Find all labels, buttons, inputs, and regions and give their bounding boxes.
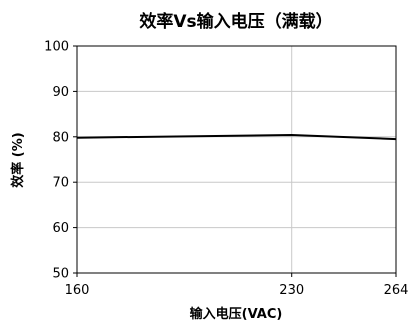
y-tick-label: 80 bbox=[52, 130, 69, 145]
y-tick-label: 70 bbox=[52, 176, 69, 191]
y-axis-label: 效率 (%) bbox=[10, 132, 26, 187]
x-axis-label: 输入电压(VAC) bbox=[190, 306, 283, 322]
y-tick-label: 90 bbox=[52, 85, 69, 100]
y-axis-ticks: 50 60 70 80 90 100 bbox=[44, 40, 77, 282]
y-gridlines bbox=[77, 90, 396, 229]
x-axis-ticks: 160 230 264 bbox=[65, 273, 409, 298]
y-tick-label: 100 bbox=[44, 40, 69, 55]
x-tick-label: 264 bbox=[384, 283, 409, 298]
y-tick-label: 60 bbox=[52, 221, 69, 236]
x-tick-label: 160 bbox=[65, 283, 90, 298]
plot-area bbox=[76, 45, 397, 274]
plot-frame bbox=[76, 45, 397, 274]
y-tick-label: 50 bbox=[52, 267, 69, 282]
series-layer bbox=[76, 133, 397, 141]
chart-title: 效率Vs输入电压（满载） bbox=[139, 11, 332, 32]
x-tick-label: 230 bbox=[279, 283, 304, 298]
efficiency-series-line bbox=[76, 133, 397, 141]
